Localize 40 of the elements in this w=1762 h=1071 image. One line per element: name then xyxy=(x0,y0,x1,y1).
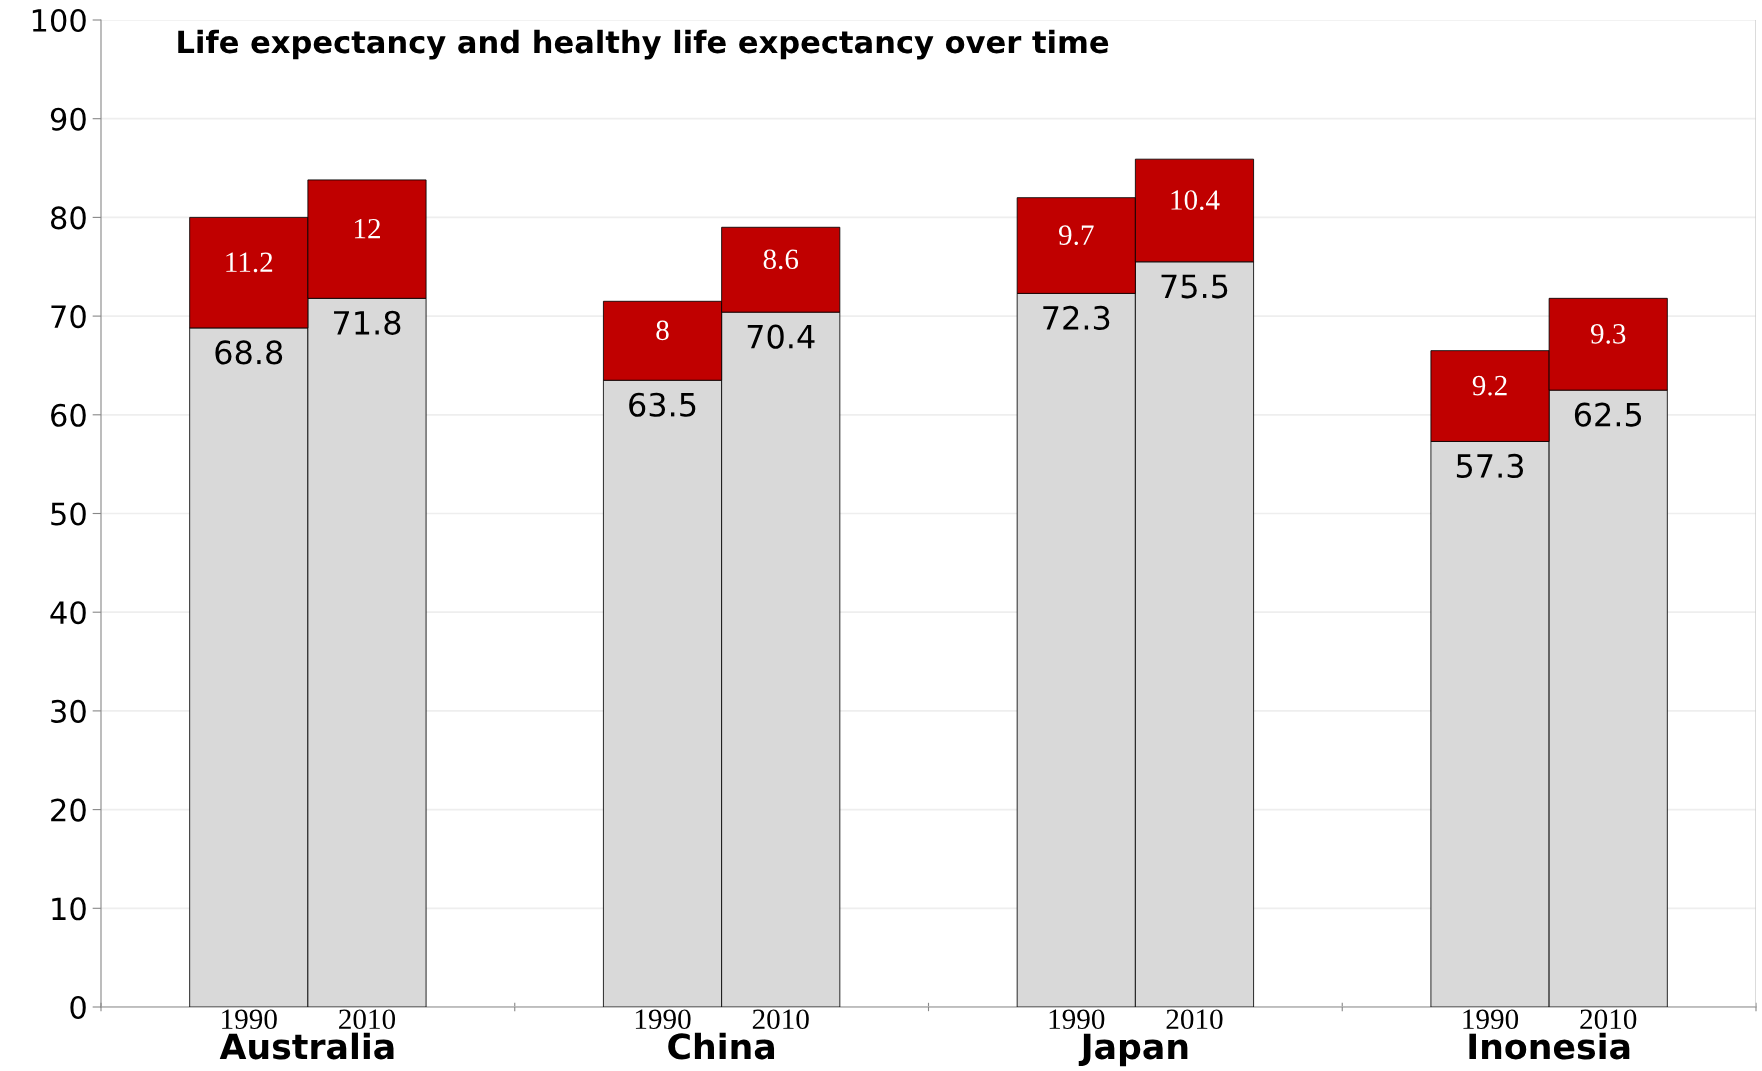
data-label: 12 xyxy=(354,218,380,239)
x-tick-label: 1990 xyxy=(1463,1009,1519,1030)
x-tick-label: 2010 xyxy=(339,1009,396,1030)
y-tick-label: 70 xyxy=(51,305,86,329)
x-tick-label: 2010 xyxy=(1580,1009,1637,1030)
y-tick-label: 50 xyxy=(51,502,86,526)
text: Inonesia xyxy=(1469,1032,1630,1060)
data-label: 9.7 xyxy=(1058,225,1094,246)
data-label: 57.3 xyxy=(1456,453,1524,479)
data-label: 8 xyxy=(656,320,669,341)
x-tick-label: 1990 xyxy=(1049,1009,1105,1030)
x-tick-label: 2010 xyxy=(1166,1009,1223,1030)
data-label: 70.4 xyxy=(747,324,815,349)
y-tick-label: 30 xyxy=(51,699,86,723)
data-label: 72.3 xyxy=(1043,305,1110,330)
x-tick-label: 1990 xyxy=(222,1009,277,1030)
data-label: 9.2 xyxy=(1472,375,1507,396)
data-label: 71.8 xyxy=(334,310,401,335)
y-tick-label: 90 xyxy=(50,107,86,131)
text: China xyxy=(668,1032,775,1060)
x-tick-label: 1990 xyxy=(635,1009,691,1030)
y-tick-label: 80 xyxy=(51,206,86,230)
data-label: 75.5 xyxy=(1161,274,1228,299)
x-tick-label: 2010 xyxy=(752,1009,809,1030)
y-tick-label: 0 xyxy=(70,995,86,1020)
y-tick-label: 60 xyxy=(51,403,86,427)
y-tick-label: 100 xyxy=(32,8,86,33)
data-label: 10.4 xyxy=(1171,190,1220,211)
chart-subtitle: Life expectancy and healthy life expectancy over time xyxy=(178,29,1109,60)
text: Australia xyxy=(219,1032,394,1060)
text: Japan xyxy=(1078,1033,1188,1067)
y-tick-label: 40 xyxy=(50,601,86,625)
data-label: 63.5 xyxy=(629,392,696,417)
y-tick-label: 20 xyxy=(51,798,86,822)
data-label: 8.6 xyxy=(763,249,799,270)
data-label: 11.2 xyxy=(226,252,273,273)
data-label: 68.8 xyxy=(215,340,283,365)
data-label: 62.5 xyxy=(1574,402,1642,427)
data-label: 9.3 xyxy=(1590,324,1626,344)
y-tick-label: 10 xyxy=(52,897,86,921)
